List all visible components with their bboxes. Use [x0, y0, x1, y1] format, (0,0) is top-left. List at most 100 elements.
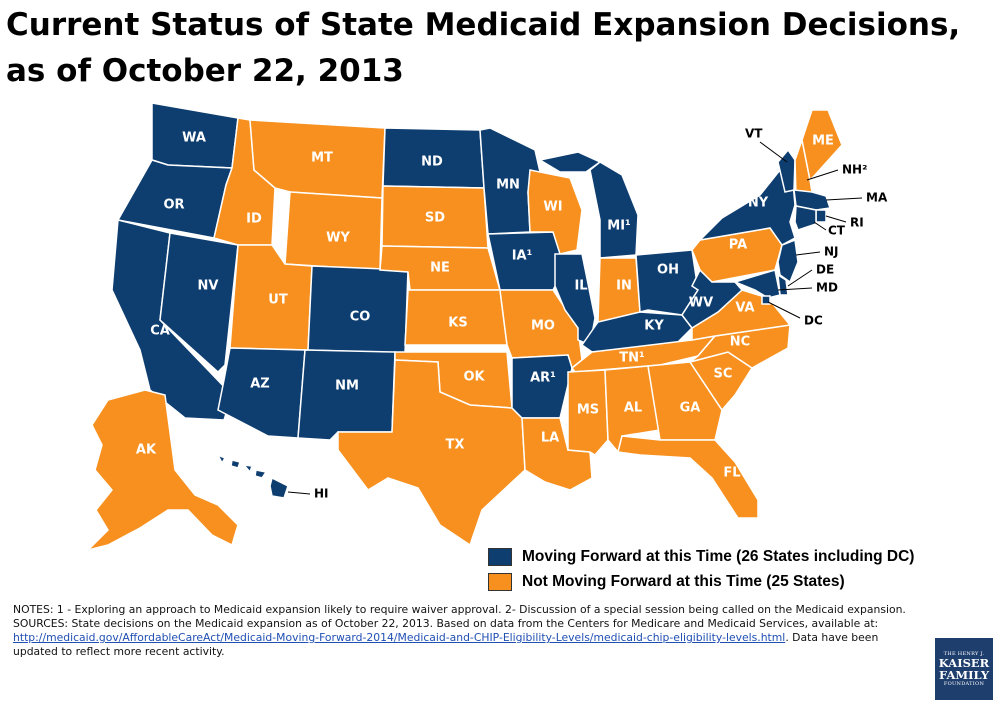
ext-label-MD: MD: [816, 281, 838, 295]
label-MN: MN: [496, 178, 520, 193]
logo-line-4: FOUNDATION: [943, 681, 985, 687]
state-NY: [697, 169, 796, 246]
state-TX: [337, 359, 526, 547]
state-MI: [537, 151, 639, 259]
leader-DE: [787, 269, 813, 287]
state-NM: [297, 349, 396, 441]
state-GA: [647, 361, 723, 441]
label-ME: ME: [812, 134, 834, 149]
ext-label-MA: MA: [866, 191, 888, 205]
label-LA: LA: [541, 431, 559, 446]
sources-prefix: SOURCES: State decisions on the Medicaid…: [13, 617, 879, 630]
legend-swatch-moving-forward: [488, 548, 512, 566]
label-UT: UT: [268, 293, 288, 308]
logo-line-1: THE HENRY J.: [943, 651, 985, 657]
state-labels: WA OR CA NV ID MT WY UT CO AZ NM ND SD N…: [136, 131, 834, 481]
label-IL: IL: [574, 279, 587, 294]
label-ID: ID: [246, 212, 262, 227]
label-TX: TX: [446, 438, 465, 453]
leader-CT: [813, 221, 827, 231]
label-OR: OR: [163, 198, 184, 213]
label-OK: OK: [463, 370, 485, 385]
label-PA: PA: [729, 238, 747, 253]
label-AK: AK: [136, 443, 157, 458]
logo-line-2: KAISER: [938, 656, 990, 670]
sources-suffix: . Data have been updated to reflect more…: [13, 631, 879, 658]
state-RI: [815, 209, 827, 223]
legend-not-moving-forward: Not Moving Forward at this Time (25 Stat…: [488, 573, 845, 591]
label-KS: KS: [448, 316, 467, 331]
state-AZ: [217, 347, 306, 439]
label-CA: CA: [150, 324, 170, 339]
label-OH: OH: [657, 263, 679, 278]
label-AL: AL: [624, 401, 642, 416]
state-CT: [794, 205, 817, 231]
leader-HI: [287, 491, 311, 495]
ext-label-NH: NH²: [842, 163, 867, 177]
label-MT: MT: [311, 151, 333, 166]
state-shapes: [85, 102, 843, 552]
notes-block: NOTES: 1 - Exploring an approach to Medi…: [13, 603, 918, 659]
label-NE: NE: [430, 261, 450, 276]
ext-label-DC: DC: [804, 314, 823, 328]
label-IN: IN: [616, 279, 632, 294]
logo-line-3: FAMILY: [938, 668, 990, 682]
label-SC: SC: [714, 367, 733, 382]
ext-label-HI: HI: [314, 487, 329, 501]
label-AZ: AZ: [250, 377, 270, 392]
label-FL: FL: [723, 466, 740, 481]
ext-label-VT: VT: [745, 127, 763, 141]
label-SD: SD: [425, 211, 445, 226]
state-AK: [85, 389, 239, 552]
label-MI: MI¹: [607, 219, 630, 234]
ext-label-NJ: NJ: [824, 245, 839, 259]
label-NY: NY: [748, 196, 769, 211]
label-WA: WA: [182, 131, 206, 146]
label-GA: GA: [680, 401, 701, 416]
state-NJ: [777, 238, 799, 284]
leader-NJ: [795, 251, 821, 256]
external-labels: VT NH² MA RI CT NJ DE MD DC HI: [287, 127, 888, 501]
ext-label-CT: CT: [828, 224, 846, 238]
label-KY: KY: [644, 319, 664, 334]
state-IL: [554, 253, 596, 347]
leader-VT: [759, 141, 788, 163]
ext-label-DE: DE: [816, 263, 834, 277]
label-MS: MS: [577, 403, 599, 418]
label-NC: NC: [730, 335, 750, 350]
legend-label-not-moving-forward: Not Moving Forward at this Time (25 Stat…: [522, 573, 845, 590]
leader-MD: [777, 287, 813, 291]
label-WI: WI: [543, 200, 562, 215]
label-ND: ND: [421, 155, 443, 170]
state-NV: [159, 232, 239, 374]
map-title: Current Status of State Medicaid Expansi…: [6, 7, 961, 89]
label-CO: CO: [350, 310, 371, 325]
state-AR: [511, 354, 573, 419]
legend-swatch-not-moving-forward: [488, 573, 512, 591]
label-NM: NM: [335, 379, 359, 394]
state-FL: [617, 435, 759, 519]
leader-RI: [825, 215, 847, 223]
leader-DC: [767, 301, 801, 319]
label-WV: WV: [689, 296, 713, 311]
label-AR: AR¹: [530, 371, 556, 386]
leader-NH: [806, 169, 839, 181]
label-IA: IA¹: [512, 249, 533, 264]
label-TN: TN¹: [619, 351, 644, 366]
sources-link[interactable]: http://medicaid.gov/AffordableCareAct/Me…: [13, 631, 786, 644]
legend-moving-forward: Moving Forward at this Time (26 States i…: [488, 548, 914, 566]
legend-label-moving-forward: Moving Forward at this Time (26 States i…: [522, 548, 915, 565]
state-VT: [777, 148, 796, 193]
notes-text: NOTES: 1 - Exploring an approach to Medi…: [13, 603, 906, 616]
state-ME: [801, 109, 843, 182]
state-LA: [521, 417, 593, 491]
kff-logo: THE HENRY J. KAISER FAMILY FOUNDATION: [935, 638, 993, 700]
sources-text: SOURCES: State decisions on the Medicaid…: [13, 617, 918, 659]
state-MD: [732, 269, 781, 299]
ext-label-RI: RI: [850, 216, 864, 230]
leader-MA: [825, 197, 863, 201]
state-HI: [216, 453, 289, 499]
label-NV: NV: [198, 279, 219, 294]
label-WY: WY: [326, 231, 350, 246]
